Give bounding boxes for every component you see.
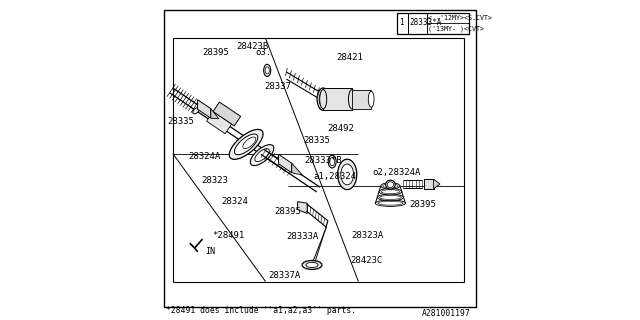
Ellipse shape [383, 184, 398, 188]
Ellipse shape [340, 164, 353, 185]
Ellipse shape [381, 183, 400, 189]
Polygon shape [207, 112, 232, 134]
Text: 28333*B: 28333*B [305, 156, 342, 165]
Ellipse shape [306, 262, 318, 268]
Ellipse shape [385, 180, 396, 189]
Polygon shape [298, 202, 307, 213]
Ellipse shape [378, 194, 404, 201]
Ellipse shape [317, 88, 329, 110]
Polygon shape [278, 154, 292, 173]
Polygon shape [424, 179, 434, 189]
Ellipse shape [379, 188, 402, 195]
Text: 28335: 28335 [168, 117, 194, 126]
Ellipse shape [381, 190, 399, 194]
Text: o3.: o3. [255, 48, 271, 57]
Ellipse shape [302, 260, 322, 269]
Text: 28423C: 28423C [350, 256, 383, 265]
Ellipse shape [255, 149, 269, 162]
Ellipse shape [330, 157, 335, 166]
Text: 28395: 28395 [203, 48, 229, 57]
Text: 28333*A: 28333*A [410, 18, 442, 27]
Ellipse shape [349, 90, 356, 109]
Ellipse shape [319, 92, 327, 107]
Text: 28395: 28395 [275, 207, 301, 216]
Text: 28421: 28421 [337, 53, 363, 62]
Text: 28492: 28492 [328, 124, 354, 132]
Ellipse shape [369, 91, 374, 107]
Text: o2,28324A: o2,28324A [372, 168, 421, 177]
Ellipse shape [265, 67, 269, 74]
Text: 28423B: 28423B [237, 42, 269, 51]
Text: 28335: 28335 [303, 136, 330, 145]
Text: 28324A: 28324A [189, 152, 221, 161]
Ellipse shape [328, 155, 336, 168]
Polygon shape [198, 100, 211, 118]
Ellipse shape [264, 64, 271, 76]
Polygon shape [213, 102, 241, 126]
Polygon shape [352, 90, 371, 109]
Text: 28324: 28324 [222, 197, 248, 206]
Ellipse shape [250, 145, 274, 165]
Ellipse shape [229, 129, 263, 159]
Polygon shape [397, 13, 468, 34]
Ellipse shape [243, 137, 256, 148]
Text: 28337A: 28337A [268, 271, 300, 280]
Polygon shape [211, 109, 219, 119]
Polygon shape [292, 163, 303, 175]
Text: a1,28324: a1,28324 [313, 172, 356, 180]
Text: 1: 1 [399, 18, 404, 27]
Ellipse shape [378, 201, 403, 205]
Text: IN: IN [205, 247, 215, 256]
Text: 28395: 28395 [409, 200, 436, 209]
Ellipse shape [375, 200, 406, 206]
Polygon shape [164, 10, 476, 307]
Polygon shape [323, 88, 352, 110]
Ellipse shape [234, 134, 258, 155]
Ellipse shape [338, 159, 357, 189]
Text: < -'12MY><S.CVT>: < -'12MY><S.CVT> [429, 15, 493, 21]
Text: 28333A: 28333A [286, 232, 319, 241]
Text: 28323: 28323 [201, 176, 228, 185]
Polygon shape [434, 179, 440, 189]
Ellipse shape [380, 196, 401, 199]
Ellipse shape [193, 108, 200, 114]
Text: *28491 does include ''a1,a2,a3'' parts.: *28491 does include ''a1,a2,a3'' parts. [166, 306, 356, 315]
Text: A281001197: A281001197 [422, 309, 470, 318]
Text: ('13MY- )<CVT>: ('13MY- )<CVT> [429, 25, 484, 32]
Text: 28323A: 28323A [351, 231, 383, 240]
Ellipse shape [387, 182, 394, 188]
Text: 28337: 28337 [264, 82, 291, 91]
Ellipse shape [320, 90, 326, 109]
Text: *28491: *28491 [212, 231, 245, 240]
